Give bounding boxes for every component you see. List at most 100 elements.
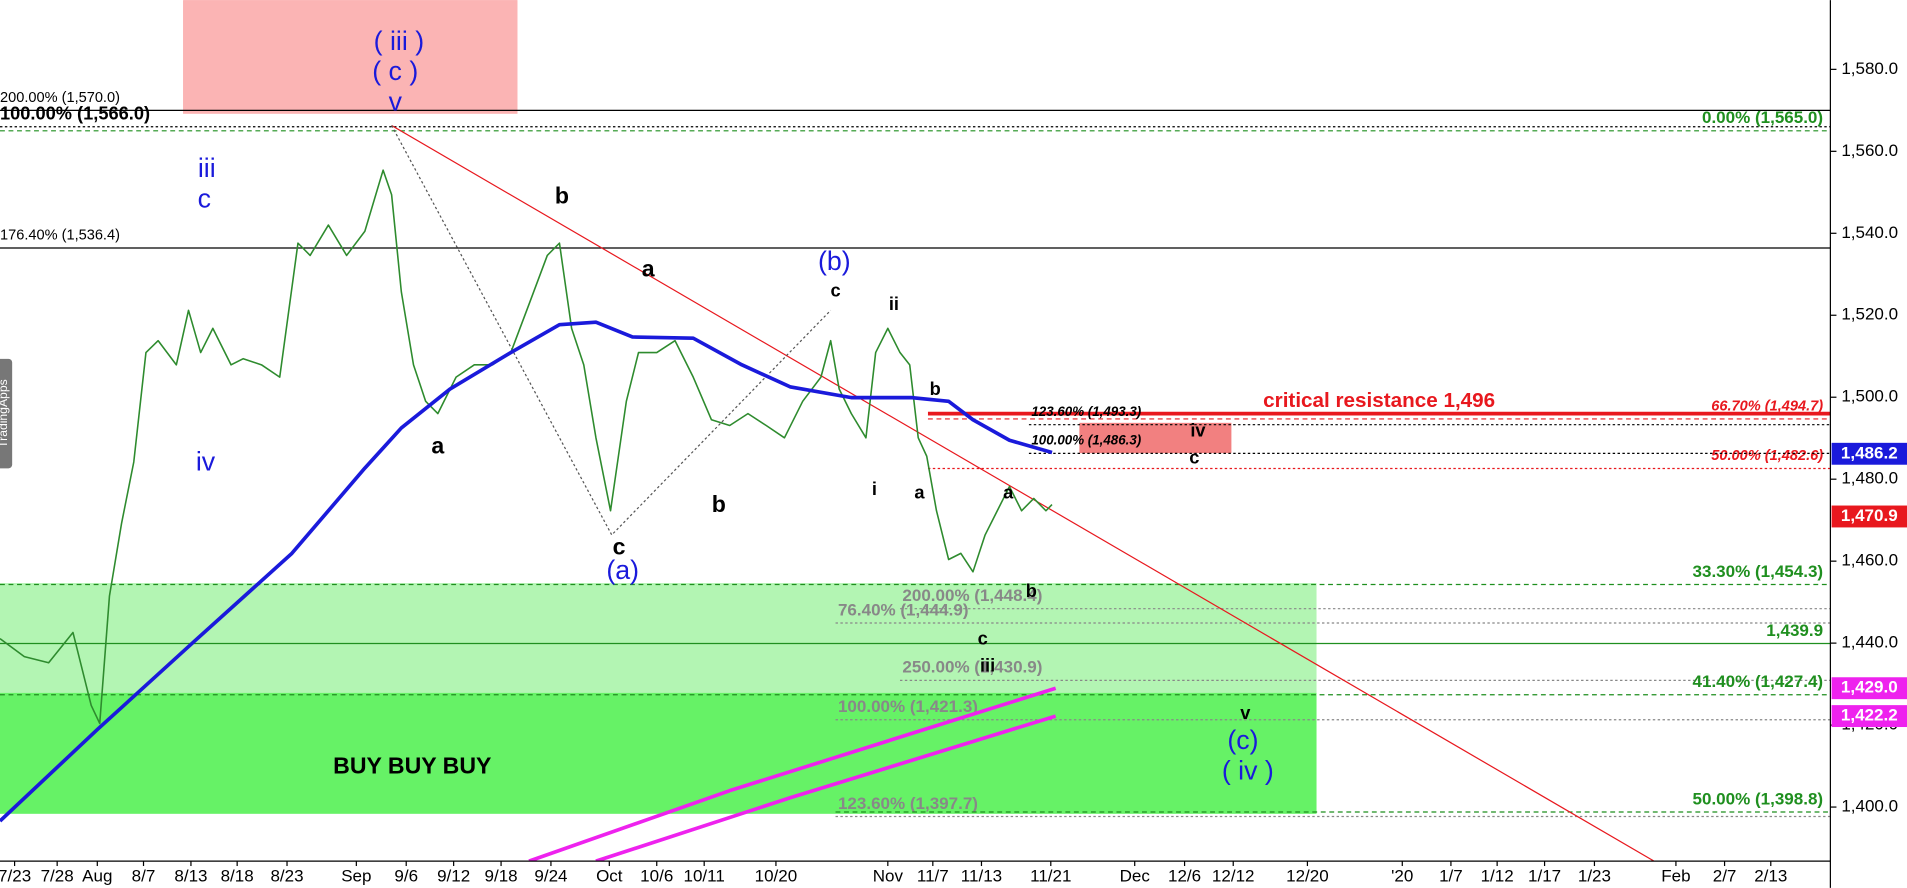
x-tick-label: Nov — [873, 866, 904, 885]
wave-label: (c) — [1227, 725, 1258, 755]
x-tick-label: 11/21 — [1030, 866, 1071, 885]
wave-label: a — [1003, 482, 1014, 503]
level-label: 50.00% (1,482.6) — [1711, 448, 1823, 464]
price-marker-label: 1,486.2 — [1841, 443, 1898, 462]
level-label: 41.40% (1,427.4) — [1693, 672, 1824, 691]
y-tick-label: 1,400.0 — [1841, 797, 1898, 816]
wave-label: i — [872, 478, 877, 499]
x-tick-label: 8/7 — [132, 866, 156, 885]
wave-label: iv — [196, 446, 216, 476]
wave-label: ( iii ) — [374, 26, 425, 56]
x-tick-label: 9/6 — [394, 866, 418, 885]
level-label: 176.40% (1,536.4) — [0, 228, 120, 244]
y-tick-label: 1,500.0 — [1841, 387, 1898, 406]
x-tick-label: 1/23 — [1578, 866, 1611, 885]
wave-label: b — [712, 491, 726, 517]
wave-label: b — [555, 182, 569, 208]
x-tick-label: 7/28 — [41, 866, 74, 885]
price-marker-label: 1,422.2 — [1841, 706, 1898, 725]
wave-label: c — [830, 280, 840, 301]
price-marker — [1831, 505, 1907, 528]
x-tick-label: 1/12 — [1481, 866, 1514, 885]
x-tick-label: 10/11 — [684, 866, 725, 885]
level-label: 66.70% (1,494.7) — [1711, 399, 1823, 415]
x-tick-label: 10/6 — [640, 866, 673, 885]
x-tick-label: 2/13 — [1754, 866, 1787, 885]
x-tick-label: 12/20 — [1286, 866, 1329, 885]
level-label: 100.00% (1,566.0) — [0, 102, 150, 123]
wave-label: c — [613, 534, 626, 560]
wave-label: c — [198, 184, 211, 214]
watermark-tab: TradingApps — [0, 358, 13, 469]
wave-label: a — [431, 433, 444, 459]
level-label: 200.00% (1,570.0) — [0, 90, 120, 106]
price-marker — [1831, 705, 1907, 728]
x-tick-label: 9/12 — [437, 866, 470, 885]
x-tick-label: 10/20 — [755, 866, 798, 885]
wave-label: BUY BUY BUY — [333, 752, 492, 778]
level-label: 250.00% (1,430.9) — [902, 658, 1042, 677]
wave-label: v — [1240, 702, 1251, 723]
level-label: 200.00% (1,448.4) — [902, 586, 1042, 605]
level-label: 50.00% (1,398.8) — [1693, 789, 1824, 808]
price-marker — [1831, 442, 1907, 465]
x-tick-label: 7/23 — [0, 866, 31, 885]
y-tick-label: 1,460.0 — [1841, 551, 1898, 570]
x-tick-label: 9/18 — [485, 866, 518, 885]
level-label: 100.00% (1,486.3) — [1031, 433, 1141, 448]
x-tick-label: 11/13 — [961, 866, 1002, 885]
x-tick-label: 1/17 — [1528, 866, 1561, 885]
series-line — [0, 320, 1053, 823]
plot-area: 200.00% (1,570.0)100.00% (1,566.0) 176.40… — [0, 0, 1831, 862]
wave-label: ii — [889, 293, 899, 314]
x-tick-label: 8/13 — [174, 866, 207, 885]
level-label: 123.60% (1,493.3) — [1031, 404, 1141, 419]
y-tick-label: 1,520.0 — [1841, 305, 1898, 324]
x-tick-label: 8/23 — [270, 866, 303, 885]
x-tick-label: Sep — [341, 866, 371, 885]
x-tick-label: Dec — [1120, 866, 1151, 885]
zone-box — [0, 692, 1317, 814]
y-tick-label: 1,480.0 — [1841, 469, 1898, 488]
level-label: critical resistance 1,496 — [1263, 389, 1495, 412]
wave-label: (b) — [818, 246, 851, 276]
y-tick-label: 1,540.0 — [1841, 223, 1898, 242]
wave-label: ( iv ) — [1222, 755, 1274, 785]
x-tick-label: 1/7 — [1439, 866, 1463, 885]
watermark-bg — [0, 358, 13, 469]
wave-label: (a) — [606, 555, 639, 585]
series-line — [595, 714, 1057, 862]
x-tick-label: 2/7 — [1713, 866, 1737, 885]
level-label: 100.00% (1,421.3) — [838, 697, 978, 716]
level-label: 33.30% (1,454.3) — [1693, 562, 1824, 581]
wave-label: v — [389, 86, 403, 116]
x-tick-label: Aug — [82, 866, 112, 885]
wave-label: c — [1189, 447, 1199, 468]
watermark: TradingApps — [0, 379, 10, 447]
x-tick-label: 12/12 — [1212, 866, 1255, 885]
wave-label: a — [642, 255, 655, 281]
price-marker-label: 1,470.9 — [1841, 506, 1898, 525]
zone-box — [0, 583, 1317, 695]
wave-label: iii — [198, 153, 216, 183]
level-label: 0.00% (1,565.0) — [1702, 108, 1823, 127]
x-tick-label: 12/6 — [1168, 866, 1201, 885]
level-label: 1,439.9 — [1766, 621, 1823, 640]
level-label: 76.40% (1,444.9) — [838, 600, 969, 619]
level-label: 123.60% (1,397.7) — [838, 794, 978, 813]
x-tick-label: 8/18 — [221, 866, 254, 885]
series-line — [528, 686, 1057, 862]
wave-label: b — [930, 378, 941, 399]
wave-label: b — [1026, 580, 1037, 601]
x-tick-label: '20 — [1391, 866, 1413, 885]
wave-label: iii — [980, 654, 995, 675]
price-marker — [1831, 677, 1907, 700]
y-tick-label: 1,580.0 — [1841, 59, 1898, 78]
zone-box — [1079, 422, 1232, 454]
x-tick-label: Oct — [596, 866, 623, 885]
price-marker-label: 1,429.0 — [1841, 678, 1898, 697]
x-tick-label: 9/24 — [534, 866, 567, 885]
x-tick-label: 11/7 — [917, 866, 949, 885]
